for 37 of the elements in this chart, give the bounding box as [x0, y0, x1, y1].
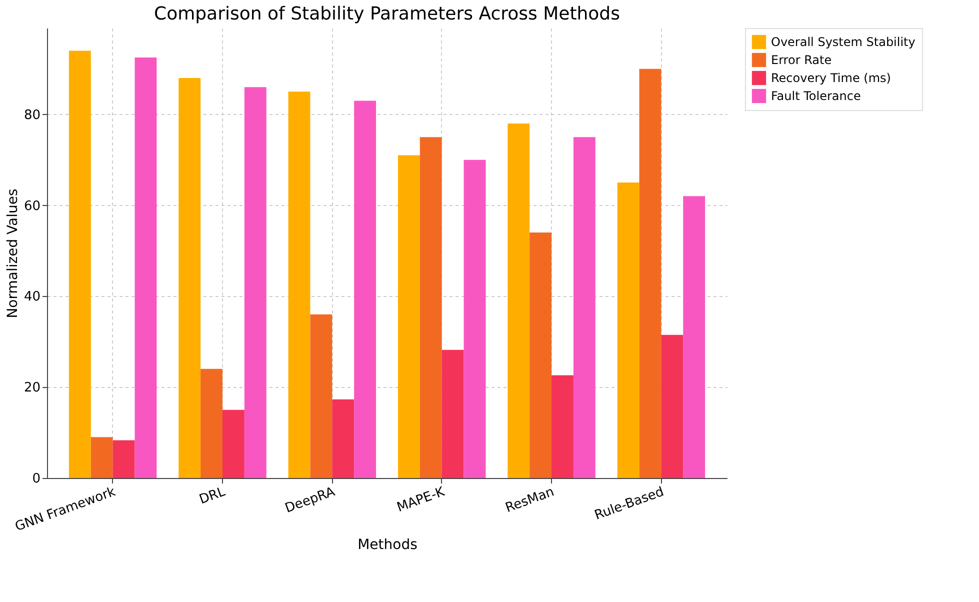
- bar: [310, 314, 332, 478]
- bar: [288, 92, 310, 478]
- bar: [354, 100, 376, 478]
- bar: [398, 155, 420, 478]
- bar: [90, 437, 113, 478]
- y-tick-label: 60: [24, 198, 40, 214]
- bar: [661, 334, 684, 478]
- y-axis-title: Normalized Values: [4, 188, 21, 318]
- legend-label: Fault Tolerance: [771, 89, 861, 103]
- bar: [222, 410, 244, 478]
- bar: [683, 196, 706, 478]
- chart-title: Comparison of Stability Parameters Across Methods: [154, 4, 620, 24]
- y-tick-label: 0: [32, 472, 40, 486]
- bar: [112, 440, 135, 478]
- bar: [244, 87, 266, 478]
- bar: [508, 123, 530, 478]
- bar: [617, 182, 640, 478]
- legend-label: Recovery Time (ms): [771, 71, 891, 85]
- bar: [639, 68, 662, 478]
- legend-label: Overall System Stability: [771, 35, 916, 49]
- bar: [442, 350, 464, 478]
- x-tick-label: DRL: [197, 484, 228, 508]
- bar: [530, 232, 552, 478]
- bar: [573, 137, 596, 478]
- bar: [68, 50, 91, 478]
- bar: [464, 160, 486, 478]
- y-tick-label: 80: [24, 108, 40, 123]
- x-axis-title: Methods: [358, 536, 418, 553]
- y-tick-label: 20: [24, 380, 40, 396]
- y-tick-label: 40: [24, 290, 40, 305]
- bar: [332, 399, 354, 478]
- legend-label: Error Rate: [771, 53, 832, 67]
- bar: [420, 137, 442, 478]
- bar: [134, 58, 157, 478]
- bar: [178, 78, 201, 478]
- bar: [552, 375, 574, 478]
- bar: [200, 368, 222, 478]
